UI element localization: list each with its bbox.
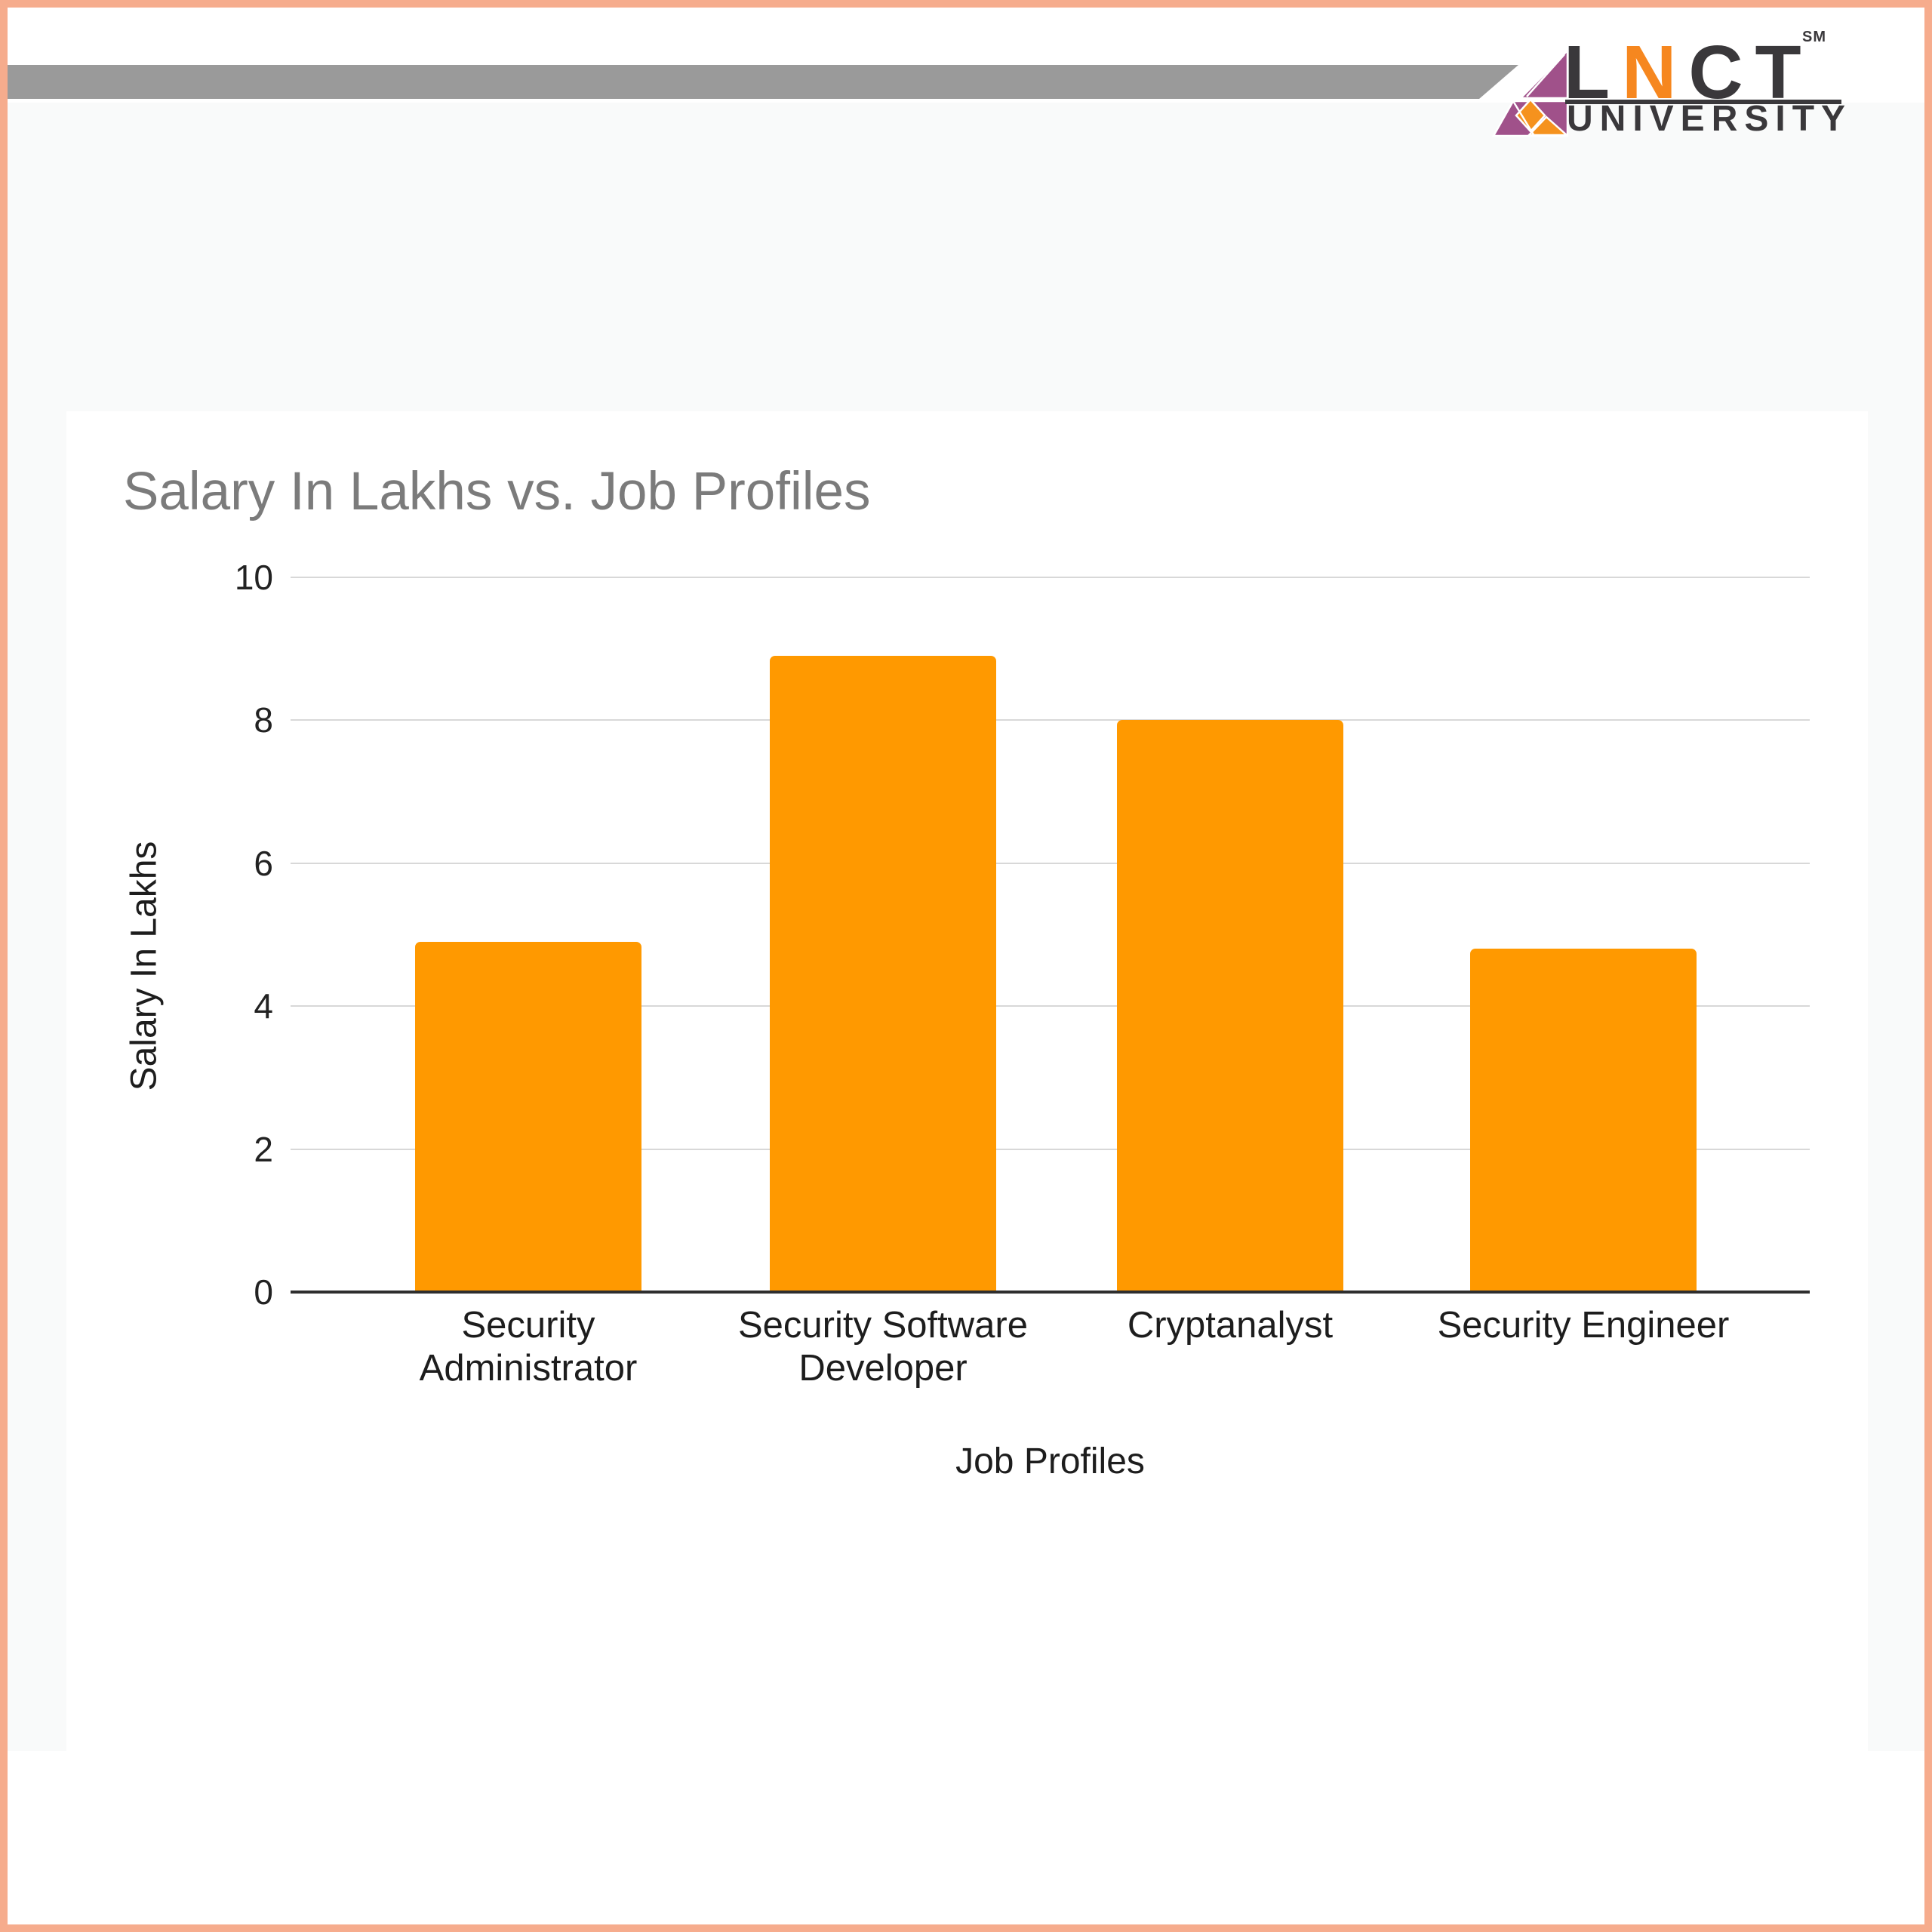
y-tick-label: 8 bbox=[254, 700, 273, 740]
y-gridline bbox=[291, 862, 1810, 864]
logo-letter-n: N bbox=[1622, 30, 1689, 115]
x-axis-title: Job Profiles bbox=[955, 1441, 1145, 1481]
lnct-logo-mark-icon bbox=[1491, 48, 1568, 137]
y-gridline bbox=[291, 719, 1810, 721]
lnct-university-logo: LNCT SM UNIVERSITY bbox=[1487, 23, 1864, 143]
logo-letter-l: L bbox=[1564, 30, 1623, 115]
x-category-label-cryptanalyst: Cryptanalyst bbox=[1127, 1305, 1334, 1346]
logo-trademark: SM bbox=[1802, 29, 1826, 45]
logo-wordmark: LNCT bbox=[1564, 35, 1814, 110]
y-tick-label: 6 bbox=[254, 843, 273, 883]
x-axis-baseline bbox=[291, 1291, 1810, 1294]
x-category-label-security-engineer: Security Engineer bbox=[1437, 1305, 1730, 1346]
header-stripe bbox=[8, 65, 1518, 99]
page-background-tint bbox=[8, 103, 1924, 411]
x-category-label-security-administrator: Security Administrator bbox=[419, 1305, 638, 1389]
logo-letters-ct: CT bbox=[1688, 30, 1814, 115]
page-background-tint bbox=[1868, 411, 1924, 1751]
chart-title: Salary In Lakhs vs. Job Profiles bbox=[123, 462, 871, 521]
logo-subtitle: UNIVERSITY bbox=[1567, 99, 1853, 139]
bar-security-software-developer bbox=[770, 656, 996, 1292]
y-gridline bbox=[291, 1148, 1810, 1150]
x-category-label-security-software-developer: Security Software Developer bbox=[738, 1305, 1028, 1389]
y-tick-label: 2 bbox=[254, 1129, 273, 1169]
y-gridline bbox=[291, 577, 1810, 578]
y-axis-title: Salary In Lakhs bbox=[124, 841, 165, 1091]
y-gridline bbox=[291, 1005, 1810, 1008]
page-background-tint bbox=[8, 411, 66, 1751]
y-tick-label: 10 bbox=[234, 558, 273, 597]
logo-divider bbox=[1565, 100, 1841, 104]
bar-security-administrator bbox=[415, 941, 641, 1292]
y-tick-label: 4 bbox=[254, 986, 273, 1026]
bar-security-engineer bbox=[1470, 949, 1697, 1292]
y-tick-label: 0 bbox=[254, 1272, 273, 1312]
bar-cryptanalyst bbox=[1117, 720, 1343, 1292]
